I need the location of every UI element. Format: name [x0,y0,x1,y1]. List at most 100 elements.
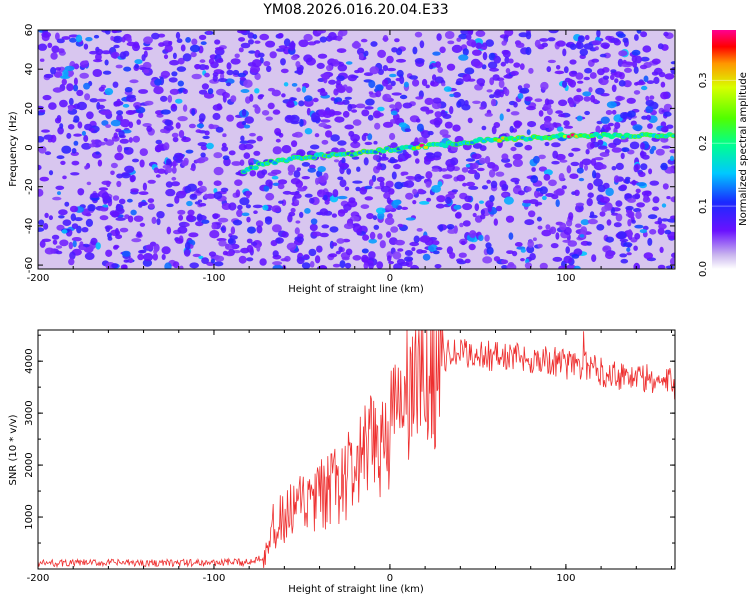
noise-blob [296,236,304,243]
noise-blob [293,170,301,178]
noise-blob [301,262,311,269]
noise-blob [248,39,254,45]
noise-blob [111,30,118,34]
noise-blob [124,165,135,173]
colorbar-tick-label: 0.0 [698,261,709,277]
noise-blob [454,212,462,219]
noise-blob [639,229,648,234]
noise-blob [646,80,655,84]
noise-blob [290,120,300,125]
noise-blob [198,185,207,193]
noise-blob [480,46,487,50]
noise-blob [606,101,617,109]
noise-blob [171,132,179,138]
noise-blob [222,133,227,138]
noise-blob [213,261,224,267]
noise-blob [389,119,395,124]
noise-blob [355,103,366,109]
noise-blob [480,209,485,216]
noise-blob [326,64,333,72]
noise-blob [200,41,207,45]
noise-blob [249,132,256,137]
noise-blob [224,92,231,99]
noise-blob [446,163,455,172]
noise-blob [222,155,230,160]
noise-blob [187,209,195,216]
noise-blob [379,180,385,188]
noise-blob [383,94,388,102]
noise-blob [466,39,477,47]
noise-blob [312,231,322,237]
noise-blob [89,50,98,55]
noise-blob [661,145,671,149]
noise-blob [501,265,508,269]
trace-point [241,170,247,174]
colorbar-tick-label: 0.2 [698,135,709,151]
noise-blob [85,37,93,42]
noise-blob [110,35,115,41]
noise-blob [330,134,340,142]
noise-blob [426,152,436,159]
noise-blob [568,152,574,157]
noise-blob [614,78,619,84]
noise-blob [234,179,243,186]
noise-blob [493,55,502,64]
noise-blob [412,188,418,195]
noise-blob [331,111,342,116]
noise-blob [198,202,207,207]
noise-blob [627,198,636,203]
trace-point [497,138,502,143]
noise-blob [199,156,209,162]
noise-blob [50,134,57,143]
noise-blob [652,196,660,204]
noise-blob [363,262,369,269]
trace-point [311,156,316,160]
noise-blob [543,103,552,110]
noise-blob [468,243,476,251]
noise-blob [633,262,640,269]
noise-blob [256,135,263,142]
noise-blob [214,39,221,45]
noise-blob [597,139,604,146]
noise-blob [312,97,319,103]
noise-blob [373,140,378,145]
noise-blob [241,212,250,217]
noise-blob [605,35,612,41]
noise-blob [635,81,646,86]
noise-blob [651,58,661,65]
noise-blob [458,54,469,61]
noise-blob [520,248,526,253]
noise-blob [163,142,170,151]
noise-blob [456,37,462,42]
noise-blob [475,42,483,49]
noise-blob [304,193,313,198]
noise-blob [266,65,272,73]
noise-blob [166,226,172,235]
noise-blob [583,76,590,81]
noise-blob [472,162,479,169]
noise-blob [534,39,541,48]
noise-blob [201,83,209,90]
noise-blob [417,188,425,194]
noise-blob [399,94,408,100]
noise-blob [393,163,401,170]
snr-panel: -200 -100 0 100 1000 2000 3000 4000 Height of … [8,329,676,595]
noise-blob [198,64,207,71]
noise-blob [482,52,488,61]
noise-blob [206,142,214,150]
noise-blob [110,162,118,169]
noise-blob [600,116,610,124]
x-tick-label: 100 [556,273,575,284]
noise-blob [239,76,246,81]
noise-blob [412,79,420,87]
noise-blob [57,126,64,135]
noise-blob [363,72,374,76]
noise-blob [59,99,68,108]
noise-blob [218,240,227,247]
noise-blob [665,265,675,269]
noise-blob [42,94,52,101]
noise-blob [602,44,610,50]
noise-blob [537,243,543,248]
noise-blob [543,173,551,181]
noise-blob [590,142,595,149]
